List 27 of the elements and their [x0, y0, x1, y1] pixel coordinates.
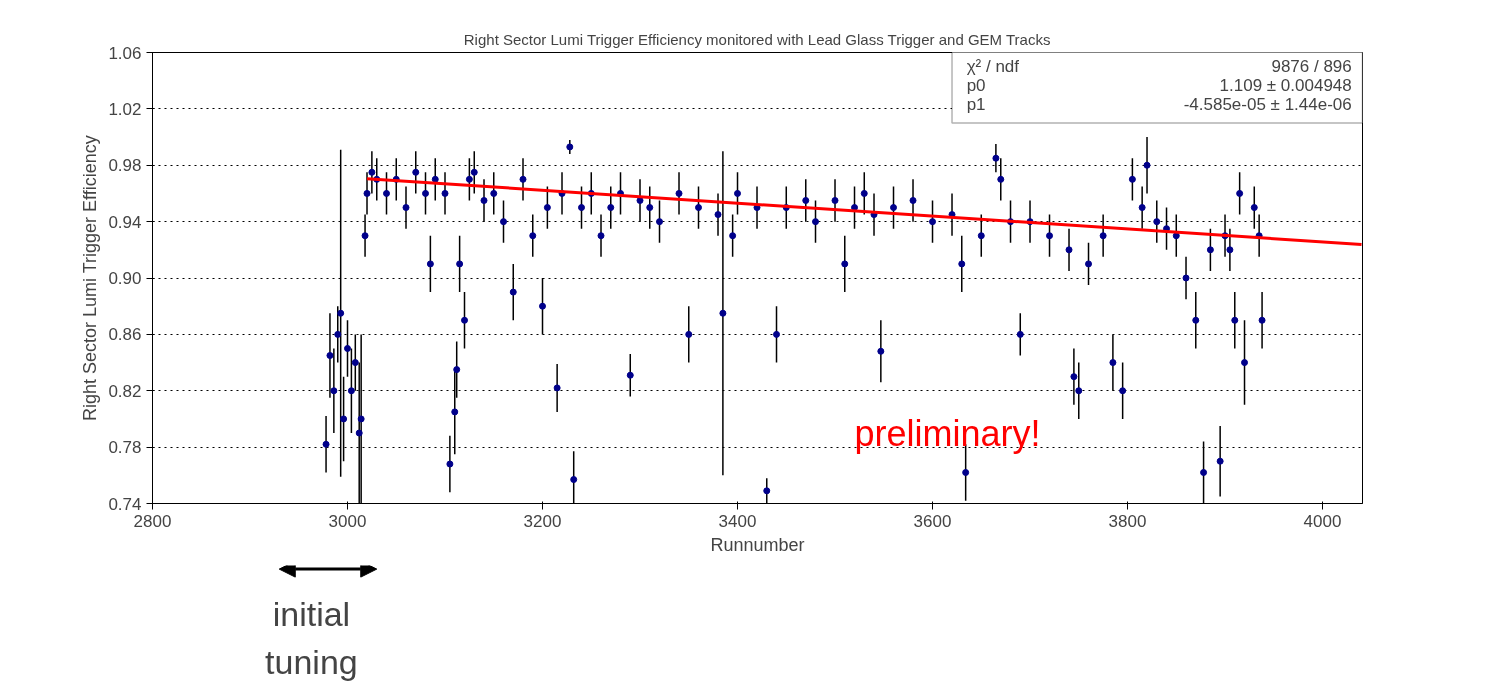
y-tick-label: 0.86: [108, 325, 142, 345]
x-tick-label: 3600: [913, 511, 952, 531]
y-tick-label: 1.02: [108, 99, 142, 119]
text: initial tuning: [265, 594, 358, 681]
annotation: p0: [966, 76, 986, 96]
annotation: 9876 / 896: [1271, 57, 1352, 77]
x-tick-label: 4000: [1303, 511, 1342, 531]
y-tick-label: 0.94: [108, 212, 142, 232]
y-tick-label: 0.98: [108, 156, 142, 176]
y-tick-label: 1.06: [108, 43, 142, 63]
annotation: preliminary!: [854, 412, 1041, 454]
y-tick-label: 0.82: [108, 381, 142, 401]
x-tick-label: 3000: [328, 511, 367, 531]
chart-title: Right Sector Lumi Trigger Efficiency monitored with Lead Glass Trigger and GEM Tracks: [463, 30, 1051, 48]
x-tick-label: 3800: [1108, 511, 1147, 531]
y-tick-label: 0.74: [108, 494, 142, 514]
y-axis-title: Right Sector Lumi Trigger Efficiency: [80, 135, 101, 422]
y-tick-label: 0.78: [108, 438, 142, 458]
x-tick-label: 3400: [718, 511, 757, 531]
x-tick-label: 3200: [523, 511, 562, 531]
y-tick-label: 0.90: [108, 269, 142, 288]
annotation: 1.109 ± 0.004948: [1219, 76, 1352, 96]
annotation: -4.585e-05 ± 1.44e-06: [1183, 95, 1352, 115]
x-axis-title: Runnumber: [710, 534, 805, 555]
annotation: χ² / ndf: [966, 57, 1020, 77]
x-tick-label: 2800: [133, 511, 172, 531]
annotation: p1: [966, 95, 986, 115]
